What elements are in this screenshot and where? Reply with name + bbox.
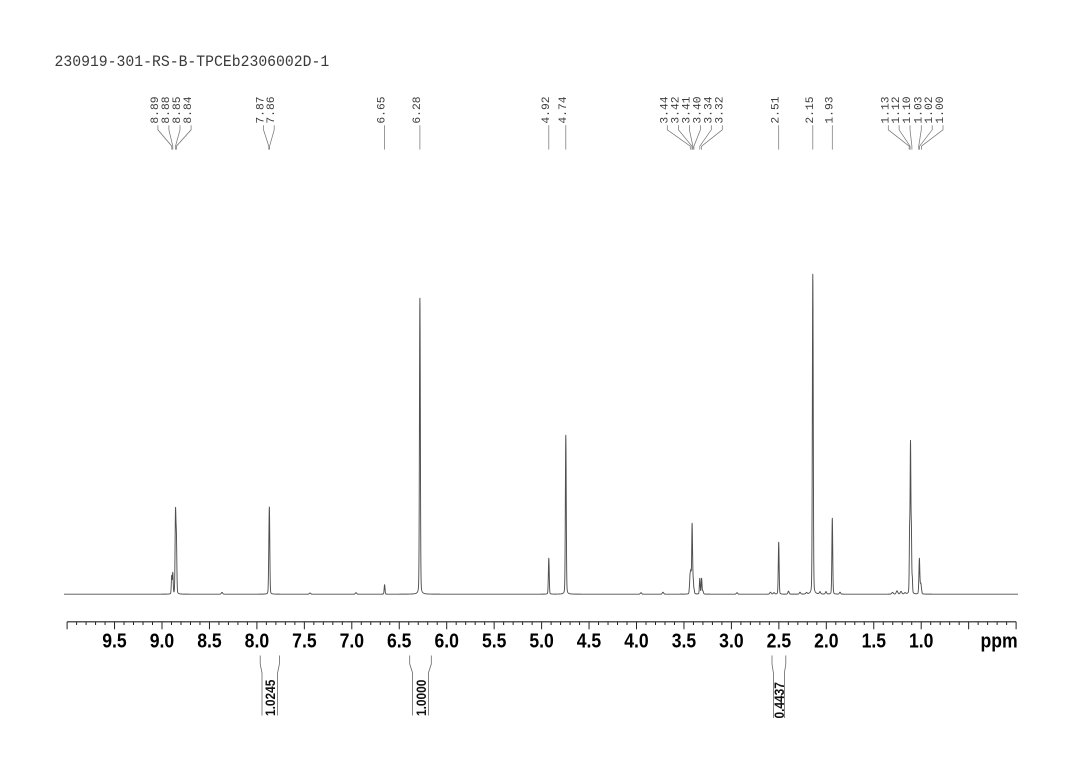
- svg-text:ppm: ppm: [980, 629, 1017, 651]
- svg-text:8.89: 8.89: [150, 96, 162, 123]
- svg-text:3.34: 3.34: [703, 96, 715, 123]
- svg-text:6.65: 6.65: [377, 96, 389, 123]
- svg-text:8.0: 8.0: [245, 629, 269, 651]
- svg-text:8.5: 8.5: [197, 629, 221, 651]
- svg-text:3.5: 3.5: [672, 629, 696, 651]
- svg-text:1.5: 1.5: [862, 629, 886, 651]
- svg-text:9.5: 9.5: [102, 629, 126, 651]
- svg-text:0.4437: 0.4437: [771, 682, 787, 718]
- svg-text:5.0: 5.0: [529, 629, 553, 651]
- svg-text:1.02: 1.02: [924, 96, 936, 123]
- svg-text:2.0: 2.0: [814, 629, 838, 651]
- svg-text:2.51: 2.51: [771, 96, 783, 123]
- svg-text:3.41: 3.41: [681, 96, 693, 123]
- svg-text:1.0000: 1.0000: [413, 680, 429, 716]
- svg-text:1.00: 1.00: [935, 96, 947, 123]
- svg-text:7.87: 7.87: [256, 96, 268, 123]
- svg-text:8.85: 8.85: [172, 96, 184, 123]
- svg-text:4.5: 4.5: [577, 629, 601, 651]
- svg-text:3.44: 3.44: [659, 96, 671, 123]
- svg-text:1.10: 1.10: [902, 96, 914, 123]
- svg-text:1.0245: 1.0245: [262, 680, 278, 716]
- svg-text:4.74: 4.74: [558, 96, 570, 123]
- svg-text:3.42: 3.42: [670, 96, 682, 123]
- svg-text:8.88: 8.88: [161, 96, 173, 123]
- svg-text:4.92: 4.92: [541, 96, 553, 123]
- svg-text:230919-301-RS-B-TPCEb2306002D-: 230919-301-RS-B-TPCEb2306002D-1: [55, 53, 330, 71]
- svg-text:4.0: 4.0: [624, 629, 648, 651]
- svg-text:1.03: 1.03: [913, 96, 925, 123]
- svg-text:7.5: 7.5: [292, 629, 316, 651]
- svg-text:9.0: 9.0: [150, 629, 174, 651]
- svg-text:6.0: 6.0: [434, 629, 458, 651]
- svg-text:8.84: 8.84: [183, 96, 195, 123]
- svg-text:7.0: 7.0: [340, 629, 364, 651]
- svg-text:1.0: 1.0: [909, 629, 933, 651]
- svg-text:3.32: 3.32: [714, 96, 726, 123]
- svg-text:1.12: 1.12: [891, 96, 903, 123]
- svg-text:1.13: 1.13: [880, 96, 892, 123]
- svg-text:6.5: 6.5: [387, 629, 411, 651]
- svg-text:2.15: 2.15: [805, 96, 817, 123]
- svg-text:5.5: 5.5: [482, 629, 506, 651]
- svg-text:1.93: 1.93: [824, 96, 836, 123]
- svg-text:2.5: 2.5: [767, 629, 791, 651]
- svg-text:3.40: 3.40: [692, 96, 704, 123]
- svg-text:7.86: 7.86: [266, 96, 278, 123]
- svg-text:3.0: 3.0: [719, 629, 743, 651]
- svg-text:6.28: 6.28: [412, 96, 424, 123]
